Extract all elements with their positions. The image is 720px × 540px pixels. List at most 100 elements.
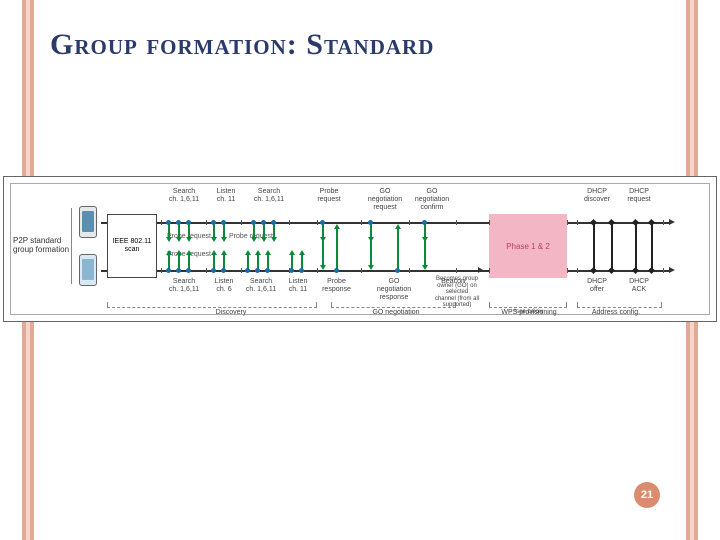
phone-top-icon: [79, 206, 97, 238]
dot-icon: [395, 268, 400, 273]
dot-icon: [261, 220, 266, 225]
bottom-label: Proberesponse: [319, 278, 354, 294]
tick: [161, 268, 162, 273]
tick: [577, 268, 578, 273]
arrow-down-icon: [251, 237, 257, 242]
dot-icon: [166, 220, 171, 225]
tick: [206, 220, 207, 225]
page-title: Group formation: Standard: [50, 28, 434, 62]
dot-icon: [320, 220, 325, 225]
arrow-up-icon: [334, 224, 340, 229]
diamond-icon: [608, 267, 615, 274]
dot-icon: [334, 268, 339, 273]
page-number: 21: [634, 482, 660, 508]
phone-screen: [82, 259, 94, 280]
arrow-ext: [322, 238, 324, 266]
tick: [317, 220, 318, 225]
dhcp-line: [593, 222, 595, 270]
dot-icon: [271, 220, 276, 225]
wps-box: Phase 1 & 2: [489, 214, 567, 278]
timeline-arrowhead: [669, 219, 675, 225]
bottom-label: GOnegotiationresponse: [373, 278, 415, 302]
diamond-icon: [590, 267, 597, 274]
arrow-line: [397, 228, 399, 270]
side-label-1: P2P standard: [13, 236, 61, 245]
tick: [409, 268, 410, 273]
bottom-label: Listench. 11: [283, 278, 313, 294]
diagram-frame: P2P standard group formation IEEE 802.11…: [3, 176, 717, 322]
arrow-up-icon: [299, 250, 305, 255]
tick: [409, 220, 410, 225]
top-label: GOnegotiationrequest: [364, 188, 406, 212]
diagram-inner: P2P standard group formation IEEE 802.11…: [10, 183, 710, 315]
tick: [361, 220, 362, 225]
arrow-up-icon: [395, 224, 401, 229]
top-label: Probe request: [309, 188, 349, 204]
tick: [361, 268, 362, 273]
becomes-go-label: Becomes groupowner (GO) onselectedchanne…: [427, 276, 487, 309]
tick: [663, 268, 664, 273]
arrow-down-icon: [176, 237, 182, 242]
top-label: DHCPrequest: [623, 188, 655, 204]
arrow-up-icon: [176, 250, 182, 255]
diamond-icon: [632, 267, 639, 274]
arrow-down-icon: [211, 237, 217, 242]
phase-label: Discovery: [161, 309, 301, 317]
dhcp-line: [635, 222, 637, 270]
tick: [161, 220, 162, 225]
tick: [567, 220, 568, 225]
tick: [489, 268, 490, 273]
diamond-icon: [648, 219, 655, 226]
dot-icon: [176, 268, 181, 273]
arrow-line: [336, 228, 338, 270]
dot-icon: [186, 220, 191, 225]
dot-icon: [211, 268, 216, 273]
arrow-down-icon: [368, 265, 374, 270]
diamond-icon: [648, 267, 655, 274]
phase-label: GO negotiation: [341, 309, 451, 317]
arrow-ext: [370, 238, 372, 266]
dot-icon: [186, 268, 191, 273]
tick: [456, 268, 457, 273]
phase-label: Address config.: [576, 309, 656, 317]
side-sep: [71, 208, 72, 284]
arrow-up-icon: [289, 250, 295, 255]
arrow-down-icon: [261, 237, 267, 242]
diamond-icon: [608, 219, 615, 226]
dot-icon: [221, 220, 226, 225]
dot-icon: [221, 268, 226, 273]
scan-box: IEEE 802.11scan: [107, 214, 157, 278]
dot-icon: [166, 268, 171, 273]
bottom-label: Searchch. 1,6,11: [243, 278, 279, 294]
dot-icon: [265, 268, 270, 273]
arrow-ext: [424, 238, 426, 266]
bottom-label: DHCPoffer: [581, 278, 613, 294]
top-label: DHCPdiscover: [581, 188, 613, 204]
arrow-up-icon: [245, 250, 251, 255]
tick: [289, 268, 290, 273]
dhcp-line: [651, 222, 653, 270]
bottom-label: Listench. 6: [209, 278, 239, 294]
dot-icon: [251, 220, 256, 225]
top-label: GOnegotiationconfirm: [411, 188, 453, 212]
arrow-down-icon: [422, 265, 428, 270]
side-label: P2P standard group formation: [13, 236, 71, 254]
tick: [317, 268, 318, 273]
dot-icon: [211, 220, 216, 225]
tick: [206, 268, 207, 273]
arrow-down-icon: [320, 265, 326, 270]
arrow-down-icon: [166, 237, 172, 242]
dot-icon: [255, 268, 260, 273]
phone-screen: [82, 211, 94, 232]
tick: [489, 220, 490, 225]
side-label-2: group formation: [13, 245, 69, 254]
arrow-up-icon: [211, 250, 217, 255]
dot-icon: [245, 268, 250, 273]
tick: [577, 220, 578, 225]
bottom-label: DHCPACK: [623, 278, 655, 294]
dot-icon: [299, 268, 304, 273]
arrow-down-icon: [271, 237, 277, 242]
arrow-up-icon: [255, 250, 261, 255]
brace-discovery: [107, 302, 317, 308]
diamond-icon: [632, 219, 639, 226]
